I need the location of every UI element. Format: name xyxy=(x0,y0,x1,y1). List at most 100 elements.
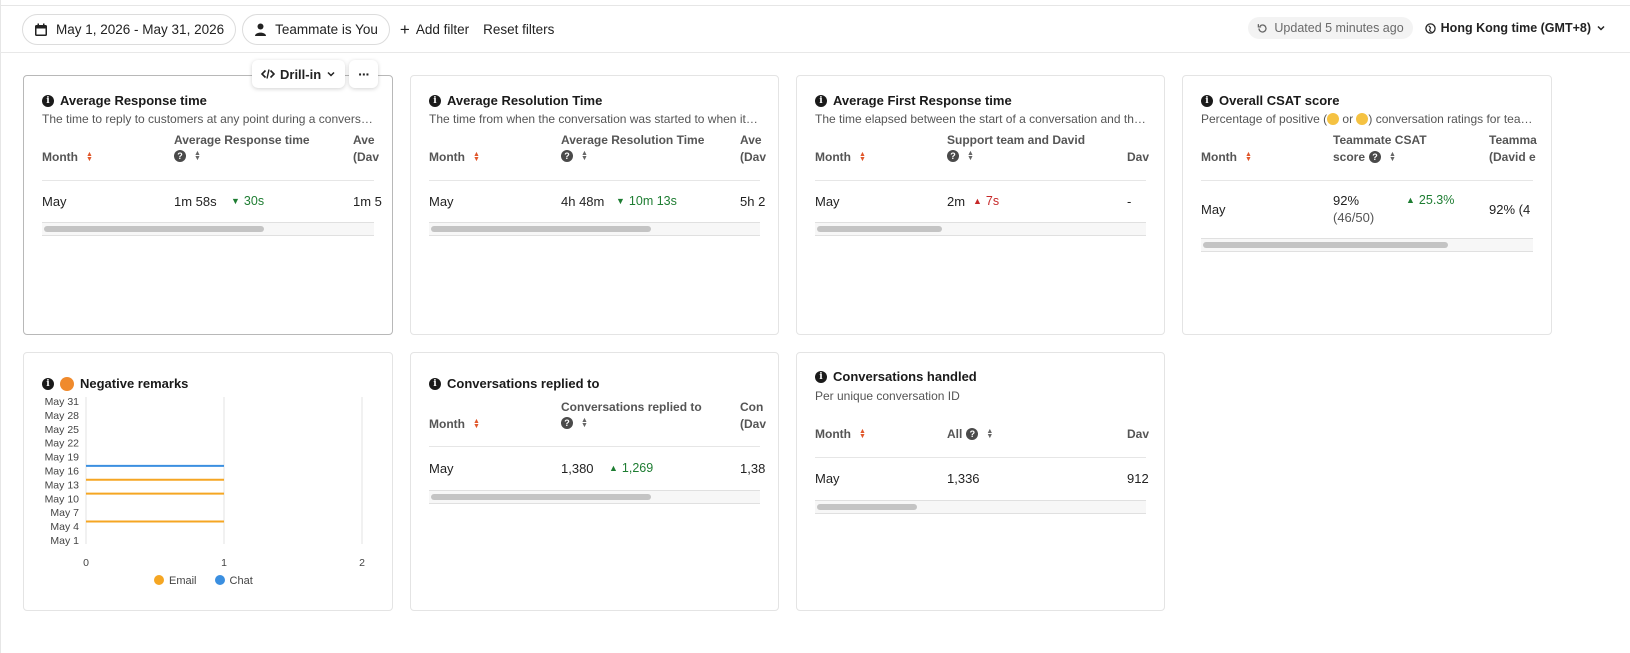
delta-value: 7s xyxy=(985,194,1000,208)
column-header-metric[interactable]: Support team and David xyxy=(947,133,1085,147)
date-range-filter[interactable]: May 1, 2026 - May 31, 2026 xyxy=(22,14,237,45)
column-header-label: Conversations replied to xyxy=(561,400,702,414)
column-header-metric[interactable]: Average Resolution Time xyxy=(561,133,704,147)
scrollbar-thumb[interactable] xyxy=(431,494,651,500)
table-cell-subvalue: (46/50) xyxy=(1333,210,1375,225)
table-cell-value: 4h 48m xyxy=(561,194,605,209)
info-icon[interactable]: i xyxy=(42,377,54,390)
card-description: Percentage of positive ( or ) conversati… xyxy=(1201,112,1533,126)
smile-emoji-icon xyxy=(1327,113,1340,125)
info-icon[interactable]: i xyxy=(815,94,827,107)
horizontal-scrollbar[interactable] xyxy=(429,222,760,236)
table-cell-extra: 92% (4 xyxy=(1489,202,1531,217)
column-header-metric-sub: score ? ▲ ▼ xyxy=(1333,150,1396,164)
horizontal-scrollbar[interactable] xyxy=(1201,238,1533,252)
drill-in-button[interactable]: Drill-in xyxy=(252,60,346,88)
horizontal-scrollbar[interactable] xyxy=(815,500,1146,514)
column-header-month[interactable]: Month ▲ ▼ xyxy=(429,150,480,164)
column-header-extra[interactable]: Teamma xyxy=(1489,133,1537,147)
sort-icon[interactable]: ▲ ▼ xyxy=(967,150,974,162)
top-divider xyxy=(0,5,1630,6)
info-icon[interactable]: i xyxy=(1201,94,1213,107)
scrollbar-thumb[interactable] xyxy=(817,226,942,232)
conversations-replied-card[interactable]: i Conversations replied to Month ▲ ▼ Conv… xyxy=(410,352,779,611)
reset-filters-button[interactable]: Reset filters xyxy=(479,14,558,45)
calendar-icon xyxy=(35,23,47,36)
y-tick-label: May 31 xyxy=(45,396,80,408)
legend-item-email[interactable]: Email xyxy=(154,575,197,587)
column-header-label: Teammate CSAT xyxy=(1333,133,1427,147)
card-title: i Average Response time xyxy=(42,93,207,108)
horizontal-scrollbar[interactable] xyxy=(429,490,760,504)
add-filter-button[interactable]: + Add filter xyxy=(396,14,473,45)
column-header-extra[interactable]: Ave xyxy=(740,133,762,147)
negative-remarks-card[interactable]: i Negative remarks 0 1 2 May 31 May 28 May 25… xyxy=(23,352,393,611)
y-tick-label: May 19 xyxy=(45,452,80,464)
conversations-handled-card[interactable]: i Conversations handled Per unique conve… xyxy=(796,352,1165,611)
sort-icon[interactable]: ▲ ▼ xyxy=(581,150,588,162)
info-icon[interactable]: i xyxy=(429,377,441,390)
card-title: i Average First Response time xyxy=(815,93,1012,108)
sort-icon[interactable]: ▲ ▼ xyxy=(194,150,201,162)
table-cell-extra: 912 xyxy=(1127,471,1149,486)
csat-card[interactable]: i Overall CSAT score Percentage of posit… xyxy=(1182,75,1552,335)
column-header-metric[interactable]: Average Response time xyxy=(174,133,310,147)
code-icon xyxy=(261,69,275,79)
legend-item-chat[interactable]: Chat xyxy=(214,575,253,587)
column-header-extra[interactable]: Dav xyxy=(1127,150,1149,164)
info-icon[interactable]: i xyxy=(429,94,441,107)
column-header-month[interactable]: Month ▲ ▼ xyxy=(42,150,93,164)
column-header-extra[interactable]: Ave xyxy=(353,133,375,147)
scrollbar-thumb[interactable] xyxy=(817,504,917,510)
y-tick-label: May 4 xyxy=(50,521,79,533)
column-header-month[interactable]: Month ▲ ▼ xyxy=(815,150,866,164)
card-title-text: Average Response time xyxy=(60,93,207,108)
scrollbar-thumb[interactable] xyxy=(44,226,264,232)
avg-resolution-card[interactable]: i Average Resolution Time The time from … xyxy=(410,75,779,335)
card-title-text: Negative remarks xyxy=(80,376,189,391)
help-icon[interactable]: ? xyxy=(947,150,959,162)
y-tick-label: May 1 xyxy=(50,535,79,547)
chart-legend: Email Chat xyxy=(154,575,253,587)
info-icon[interactable]: i xyxy=(815,370,827,383)
column-header-metric[interactable]: Conversations replied to xyxy=(561,400,702,414)
timezone-selector[interactable]: Hong Kong time (GMT+8) xyxy=(1424,21,1606,35)
teammate-filter[interactable]: Teammate is You xyxy=(242,14,390,45)
y-tick-label: May 10 xyxy=(45,493,80,505)
more-options-button[interactable]: ··· xyxy=(349,60,379,88)
help-icon[interactable]: ? xyxy=(1369,151,1382,163)
row-divider xyxy=(429,180,760,181)
column-header-month[interactable]: Month ▲ ▼ xyxy=(1201,150,1252,164)
help-icon[interactable]: ? xyxy=(966,428,979,440)
help-icon[interactable]: ? xyxy=(561,150,573,162)
avg-response-card[interactable]: i Average Response time The time to repl… xyxy=(23,75,393,335)
table-cell-month: May xyxy=(815,194,840,209)
card-description: The time from when the conversation was … xyxy=(429,112,760,126)
info-icon[interactable]: i xyxy=(42,94,54,107)
row-divider xyxy=(815,457,1146,458)
scrollbar-thumb[interactable] xyxy=(1203,242,1448,248)
sort-icon[interactable]: ▲ ▼ xyxy=(986,428,994,440)
sort-icon[interactable]: ▲ ▼ xyxy=(581,417,588,429)
column-header-month[interactable]: Month ▲ ▼ xyxy=(429,417,480,431)
help-icon[interactable]: ? xyxy=(561,417,573,429)
horizontal-scrollbar[interactable] xyxy=(815,222,1146,236)
column-header-extra[interactable]: Dav xyxy=(1127,427,1149,441)
table-cell-value: 92% xyxy=(1333,193,1360,208)
drill-in-label: Drill-in xyxy=(280,66,322,82)
column-header-metric[interactable]: Teammate CSAT xyxy=(1333,133,1427,147)
avg-first-response-card[interactable]: i Average First Response time The time e… xyxy=(796,75,1165,335)
left-divider xyxy=(0,0,1,653)
column-header-month[interactable]: Month ▲ ▼ xyxy=(815,427,866,441)
y-tick-label: May 25 xyxy=(45,424,80,436)
card-title-text: Conversations replied to xyxy=(447,376,600,391)
horizontal-scrollbar[interactable] xyxy=(42,222,374,236)
scrollbar-thumb[interactable] xyxy=(431,226,651,232)
desc-text: ) conversation ratings for teammates xyxy=(1368,112,1533,126)
table-cell-extra: 1,38 xyxy=(740,461,766,476)
help-icon[interactable]: ? xyxy=(174,150,186,162)
column-header-label: Month xyxy=(429,150,465,164)
column-header-metric[interactable]: All ? ▲ ▼ xyxy=(947,427,993,441)
column-header-extra[interactable]: Con xyxy=(740,400,763,414)
sort-icon[interactable]: ▲ ▼ xyxy=(1389,151,1396,163)
